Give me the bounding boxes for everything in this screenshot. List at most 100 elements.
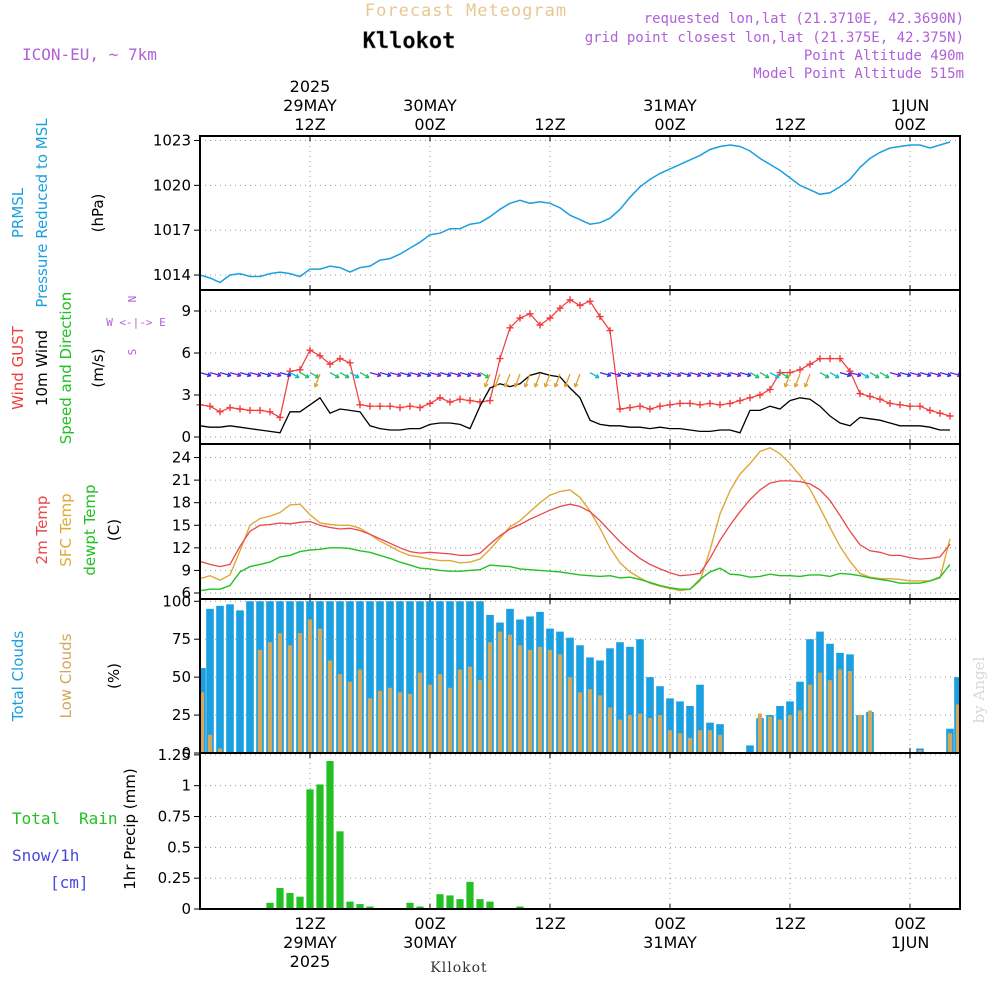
y-tick-label: 1023 bbox=[153, 131, 191, 149]
wind-arrow bbox=[209, 371, 222, 377]
wind-arrow bbox=[239, 371, 252, 377]
panel-5: 0 0.25 0.5 0.75 1 1.25 bbox=[158, 746, 961, 918]
wind-arrow bbox=[599, 371, 612, 377]
y-tick-label: 6 bbox=[181, 584, 191, 602]
wind-arrow bbox=[739, 371, 752, 377]
wind-arrow-head bbox=[513, 382, 519, 388]
gust-point bbox=[536, 321, 544, 329]
gust-line bbox=[199, 299, 951, 419]
wind-arrow-head bbox=[286, 372, 292, 378]
y-tick-label: 1014 bbox=[153, 266, 191, 284]
y-tick-label: 3 bbox=[181, 386, 191, 404]
low-cloud-bar bbox=[200, 692, 205, 753]
gust-point bbox=[446, 398, 454, 406]
wind-arrow-head bbox=[616, 372, 622, 378]
low-cloud-bar bbox=[917, 749, 923, 753]
wind-arrow bbox=[939, 371, 952, 377]
low-cloud-bar bbox=[827, 680, 833, 753]
top-year-label: 2025 bbox=[290, 77, 331, 96]
wind-arrow-head bbox=[834, 373, 840, 379]
wind-arrow bbox=[889, 371, 902, 377]
rain-bars bbox=[266, 761, 524, 909]
low-cloud-bar bbox=[687, 737, 693, 753]
gust-point bbox=[216, 408, 224, 416]
compass-axis: W <-|-> E bbox=[106, 316, 166, 329]
low-cloud-bar bbox=[437, 674, 443, 753]
gust-point bbox=[916, 402, 924, 410]
wind-arrow-head bbox=[896, 372, 902, 378]
wind-arrow bbox=[629, 371, 642, 377]
low-cloud-bar bbox=[627, 715, 633, 753]
gust-point bbox=[836, 355, 844, 363]
wind-arrow bbox=[689, 371, 702, 377]
low-cloud-bar bbox=[457, 669, 463, 753]
gust-point bbox=[456, 395, 464, 403]
low-cloud-bar bbox=[807, 684, 813, 753]
wind-arrow bbox=[329, 372, 340, 379]
low-cloud-bar bbox=[777, 719, 783, 753]
rain-bar bbox=[286, 892, 294, 909]
gust-point bbox=[886, 399, 894, 407]
wind-arrow bbox=[669, 371, 682, 377]
total-cloud-bar bbox=[686, 705, 694, 753]
low-cloud-bar bbox=[467, 666, 473, 753]
gust-point bbox=[556, 304, 564, 312]
low-cloud-bar bbox=[337, 674, 343, 753]
gust-point bbox=[626, 404, 634, 412]
low-cloud-bar bbox=[947, 733, 953, 753]
gust-point bbox=[296, 366, 304, 374]
panels: 1014 1017 1020 1023 0 3 6 9 6 9 12 15 18 21 24 0 25 50 75 1… bbox=[153, 131, 962, 918]
footer-location: Kllokot bbox=[430, 960, 487, 976]
wind-arrow-head bbox=[676, 372, 682, 378]
gust-point bbox=[266, 408, 274, 416]
wind-arrow-head bbox=[364, 373, 370, 379]
wind-arrow-head bbox=[256, 372, 262, 378]
wind-arrow bbox=[299, 372, 310, 379]
wind-arrow-head bbox=[476, 372, 482, 378]
gust-point bbox=[866, 392, 874, 400]
wind-arrow-head bbox=[276, 372, 282, 378]
header: Forecast Meteogram Kllokot ICON-EU, ~ 7k… bbox=[22, 1, 988, 976]
rain-bar bbox=[306, 789, 314, 909]
compass-north: N bbox=[126, 296, 139, 303]
wind-arrow-head bbox=[793, 382, 799, 388]
low-cloud-bar bbox=[477, 680, 483, 753]
low-cloud-bar bbox=[297, 633, 303, 753]
low-cloud-bar bbox=[327, 660, 333, 753]
total-cloud-bar bbox=[396, 601, 404, 753]
top-hour-label: 12Z bbox=[294, 115, 325, 134]
bottom-hour-label: 12Z bbox=[534, 914, 565, 933]
low-cloud-bar bbox=[487, 642, 493, 753]
top-hour-label: 00Z bbox=[654, 115, 685, 134]
total-cloud-bar bbox=[476, 601, 484, 753]
wind-arrow-head bbox=[216, 372, 222, 378]
gust-point bbox=[606, 327, 614, 335]
panel-labels: PRMSL Pressure Reduced to MSL (hPa) Wind GU… bbox=[9, 118, 166, 892]
gust-point bbox=[426, 399, 434, 407]
wind-arrow-head bbox=[726, 372, 732, 378]
wind-arrow-head bbox=[376, 372, 382, 378]
wind-arrow bbox=[259, 371, 272, 377]
low-cloud-bar bbox=[607, 707, 613, 753]
gust-point bbox=[356, 401, 364, 409]
total-cloud-bar bbox=[746, 745, 754, 753]
gust-point bbox=[846, 367, 854, 375]
wind-arrow-head bbox=[226, 372, 232, 378]
wind-arrow-head bbox=[426, 372, 432, 378]
wind-arrow bbox=[639, 371, 652, 377]
wind-arrow-head bbox=[824, 373, 830, 379]
wind-arrow bbox=[484, 373, 491, 388]
gust-point bbox=[236, 405, 244, 413]
rain-bar bbox=[516, 906, 524, 909]
wind-arrow bbox=[649, 371, 662, 377]
low-cloud-bar bbox=[697, 730, 703, 753]
low-cloud-bar bbox=[637, 713, 643, 753]
wind-arrow bbox=[699, 371, 712, 377]
bottom-hour-label: 00Z bbox=[894, 914, 925, 933]
low-cloud-bar bbox=[387, 687, 393, 753]
snow-unit: [cm] bbox=[50, 873, 89, 892]
wind-arrow bbox=[524, 373, 531, 388]
wind-arrow-head bbox=[334, 373, 340, 379]
gust-point bbox=[826, 355, 834, 363]
low-cloud-bar bbox=[397, 692, 403, 753]
